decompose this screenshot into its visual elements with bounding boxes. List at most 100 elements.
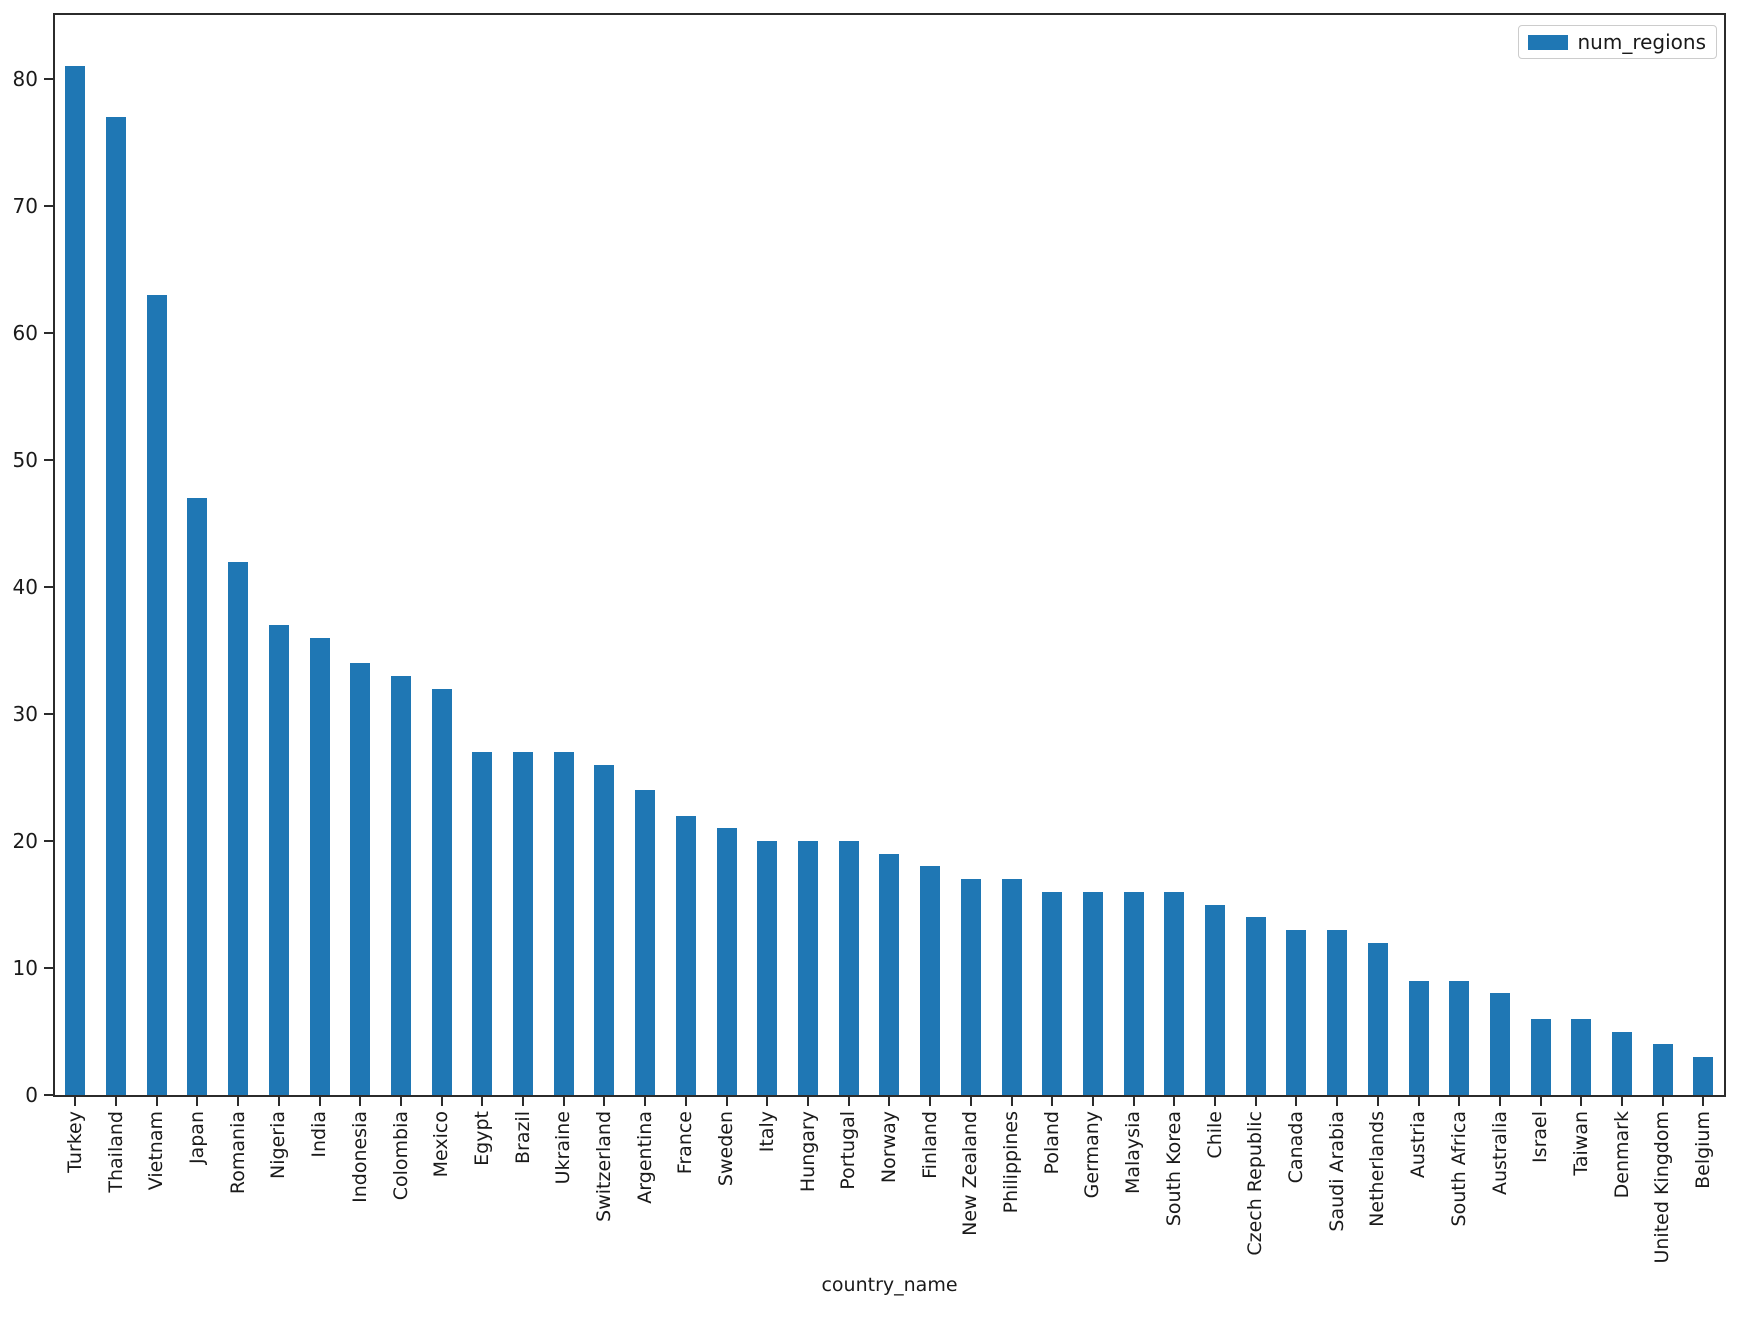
x-label-slot-united-kingdom: United Kingdom xyxy=(1642,1111,1683,1264)
x-tick-saudi-arabia xyxy=(1317,1097,1358,1106)
x-label-hungary: Hungary xyxy=(796,1111,819,1193)
x-tick-brazil xyxy=(503,1097,544,1106)
x-tick-mark xyxy=(196,1097,199,1106)
x-label-argentina: Argentina xyxy=(633,1111,656,1204)
bar-slot-japan xyxy=(177,15,218,1095)
x-label-ukraine: Ukraine xyxy=(552,1111,575,1185)
x-label-slot-switzerland: Switzerland xyxy=(584,1111,625,1222)
x-tick-nigeria xyxy=(259,1097,300,1106)
x-label-thailand: Thailand xyxy=(104,1111,127,1193)
x-label-austria: Austria xyxy=(1407,1111,1430,1179)
bar-slot-south-korea xyxy=(1154,15,1195,1095)
x-label-brazil: Brazil xyxy=(511,1111,534,1165)
bar-slot-germany xyxy=(1073,15,1114,1095)
x-label-nigeria: Nigeria xyxy=(267,1111,290,1179)
x-label-slot-south-africa: South Africa xyxy=(1439,1111,1480,1226)
x-label-egypt: Egypt xyxy=(470,1111,493,1166)
bars-layer xyxy=(55,15,1724,1095)
x-tick-mark xyxy=(644,1097,647,1106)
x-label-canada: Canada xyxy=(1285,1111,1307,1184)
bar-hungary xyxy=(798,841,818,1095)
x-tick-mark xyxy=(1214,1097,1217,1106)
bar-slot-canada xyxy=(1276,15,1317,1095)
bar-slot-nigeria xyxy=(259,15,300,1095)
x-axis-tick-labels: Turkey Thailand Vietnam Japan Romania Nigeria… xyxy=(55,1111,1724,1264)
x-tick-chile xyxy=(1195,1097,1236,1106)
bar-france xyxy=(675,815,696,1095)
bar-germany xyxy=(1082,891,1103,1095)
x-label-slot-poland: Poland xyxy=(1032,1111,1073,1174)
x-tick-mexico xyxy=(421,1097,462,1106)
x-tick-mark xyxy=(74,1097,77,1106)
bar-united-kingdom xyxy=(1652,1044,1673,1095)
x-tick-mark xyxy=(1173,1097,1176,1106)
x-tick-mark xyxy=(929,1097,932,1106)
bar-brazil xyxy=(513,752,534,1095)
x-tick-poland xyxy=(1032,1097,1073,1106)
x-tick-indonesia xyxy=(340,1097,381,1106)
x-label-slot-czech-republic: Czech Republic xyxy=(1235,1111,1276,1256)
bar-japan xyxy=(187,498,208,1095)
x-label-slot-hungary: Hungary xyxy=(788,1111,829,1192)
bar-saudi-arabia xyxy=(1327,929,1348,1095)
bar-slot-philippines xyxy=(991,15,1032,1095)
bar-czech-republic xyxy=(1245,917,1266,1095)
x-tick-mark xyxy=(1498,1097,1501,1106)
bar-philippines xyxy=(1001,879,1022,1095)
bar-slot-chile xyxy=(1195,15,1236,1095)
bar-romania xyxy=(228,561,249,1095)
x-tick-mark xyxy=(725,1097,728,1106)
bar-taiwan xyxy=(1571,1018,1592,1095)
x-label-slot-vietnam: Vietnam xyxy=(136,1111,177,1190)
x-label-turkey: Turkey xyxy=(63,1111,86,1173)
x-label-czech-republic: Czech Republic xyxy=(1244,1111,1267,1256)
bar-slot-austria xyxy=(1398,15,1439,1095)
x-tick-mark xyxy=(481,1097,484,1106)
x-tick-ukraine xyxy=(543,1097,584,1106)
bar-australia xyxy=(1489,993,1510,1095)
x-tick-japan xyxy=(177,1097,218,1106)
x-label-slot-sweden: Sweden xyxy=(706,1111,747,1186)
legend-swatch xyxy=(1528,34,1568,50)
y-tick-mark-40 xyxy=(44,586,53,589)
x-tick-malaysia xyxy=(1113,1097,1154,1106)
x-label-slot-japan: Japan xyxy=(177,1111,218,1164)
x-tick-mark xyxy=(888,1097,891,1106)
x-label-israel: Israel xyxy=(1529,1111,1552,1163)
x-label-italy: Italy xyxy=(755,1111,778,1153)
x-tick-mark xyxy=(115,1097,118,1106)
bar-slot-portugal xyxy=(828,15,869,1095)
x-tick-finland xyxy=(910,1097,951,1106)
bar-argentina xyxy=(635,790,656,1095)
bar-mexico xyxy=(431,688,452,1095)
x-label-malaysia: Malaysia xyxy=(1122,1111,1145,1195)
x-tick-mark xyxy=(237,1097,240,1106)
x-axis-tick-marks xyxy=(55,1097,1724,1106)
x-tick-mark xyxy=(1417,1097,1420,1106)
x-tick-mark xyxy=(1661,1097,1664,1106)
bar-vietnam xyxy=(146,295,167,1095)
x-tick-czech-republic xyxy=(1235,1097,1276,1106)
x-tick-colombia xyxy=(381,1097,422,1106)
x-label-slot-chile: Chile xyxy=(1195,1111,1236,1159)
x-tick-south-korea xyxy=(1154,1097,1195,1106)
x-tick-italy xyxy=(747,1097,788,1106)
x-label-switzerland: Switzerland xyxy=(593,1111,616,1222)
x-label-slot-canada: Canada xyxy=(1276,1111,1317,1183)
x-label-slot-malaysia: Malaysia xyxy=(1113,1111,1154,1194)
bar-poland xyxy=(1042,891,1063,1095)
x-label-indonesia: Indonesia xyxy=(348,1111,371,1203)
bar-slot-new-zealand xyxy=(950,15,991,1095)
x-tick-egypt xyxy=(462,1097,503,1106)
bar-india xyxy=(309,637,330,1095)
x-tick-mark xyxy=(440,1097,443,1106)
bar-slot-united-kingdom xyxy=(1642,15,1683,1095)
x-label-slot-brazil: Brazil xyxy=(503,1111,544,1164)
x-label-slot-thailand: Thailand xyxy=(96,1111,137,1193)
y-tick-mark-10 xyxy=(44,967,53,969)
bar-ukraine xyxy=(553,752,574,1095)
y-tick-label-40: 40 xyxy=(12,575,38,600)
bar-slot-saudi-arabia xyxy=(1317,15,1358,1095)
x-tick-switzerland xyxy=(584,1097,625,1106)
